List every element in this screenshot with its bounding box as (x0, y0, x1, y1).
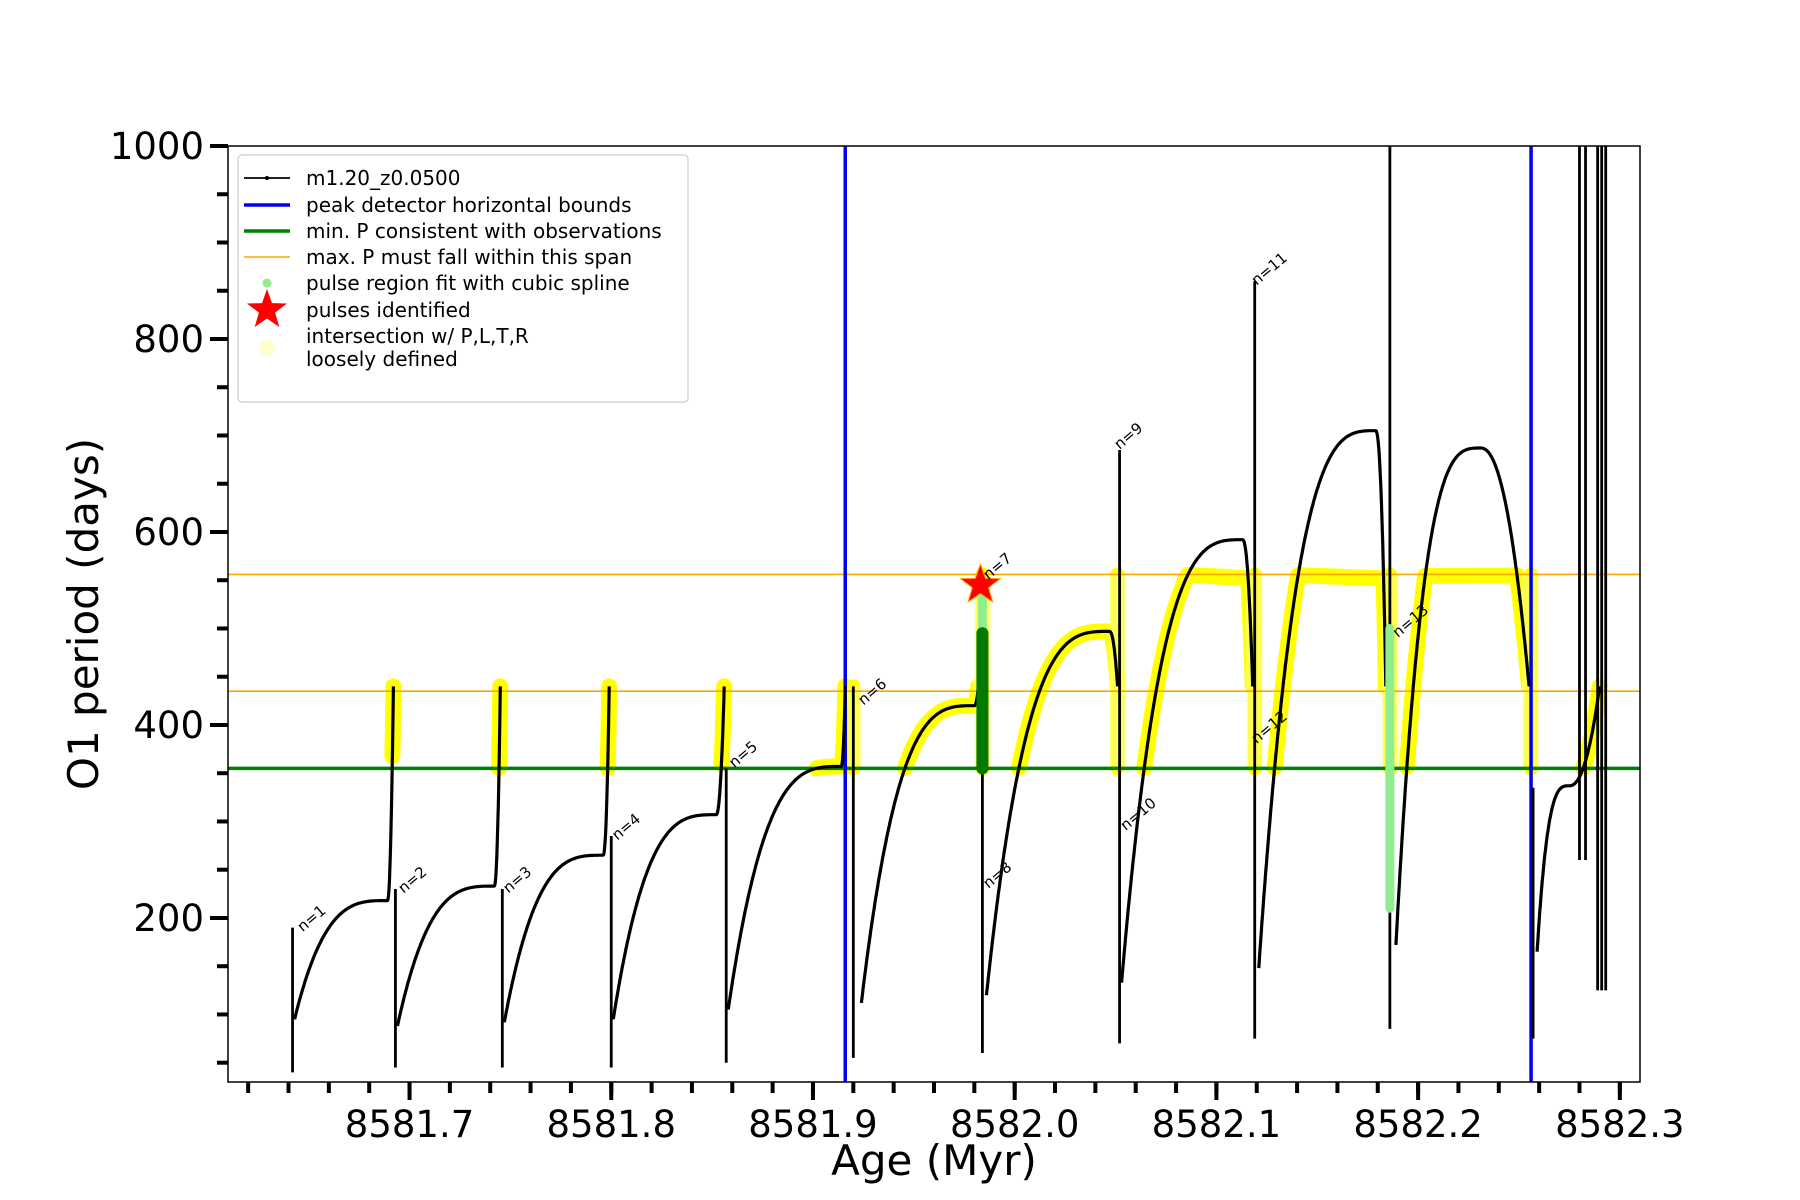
series-segment-8 (1120, 538, 1255, 983)
intersection-band-6 (897, 678, 987, 777)
y-tick-label-1: 200 (133, 897, 204, 940)
pulse-identified-star-1 (958, 562, 1002, 604)
x-axis-label: Age (Myr) (831, 1136, 1037, 1185)
legend-label-4: max. P must fall within this span (306, 245, 632, 269)
series-segment-5 (726, 686, 847, 1010)
pulse-label-1: n=1 (294, 901, 330, 935)
x-tick-label-2: 8581.8 (547, 1103, 676, 1146)
pulse-label-11: n=11 (1248, 249, 1291, 289)
legend-label-7-line2: loosely defined (306, 347, 458, 371)
legend-label-7: intersection w/ P,L,T,R (306, 324, 529, 348)
y-tick-label-2: 400 (133, 704, 204, 747)
series-segment-10 (1394, 446, 1531, 946)
y-axis-label: O1 period (days) (59, 438, 108, 790)
spline-layer (976, 585, 1395, 913)
series-segment-6 (859, 686, 980, 1004)
x-tick-label-6: 8582.2 (1353, 1103, 1482, 1146)
x-tick-label-3: 8581.9 (748, 1103, 877, 1146)
legend-handle-intersection (259, 340, 275, 356)
x-tick-label-1: 8581.7 (345, 1103, 474, 1146)
pulse-label-8: n=8 (979, 858, 1015, 892)
axes-layer: 200 400 600 800 1000 8581.7 8581.8 8581.9 8582.0… (110, 125, 1685, 1146)
y-tick-label-3: 600 (133, 511, 204, 554)
legend-label-2: peak detector horizontal bounds (306, 193, 632, 217)
pulse-label-9: n=9 (1111, 419, 1147, 453)
y-tick-label-5: 1000 (110, 125, 204, 168)
legend-label-5: pulse region fit with cubic spline (306, 271, 630, 295)
series-segment-11 (1535, 686, 1602, 952)
legend-handle-star (247, 289, 287, 327)
intersection-band-10 (1398, 567, 1538, 775)
legend-label-3: min. P consistent with observations (306, 219, 662, 243)
intersection-band-7 (1010, 623, 1126, 776)
x-tick-label-7: 8582.3 (1555, 1103, 1684, 1146)
plot-area: n=1n=2 n=3n=4n=5n=6n=7n=8n=9n=10n=11n=12n… (227, 145, 1641, 1083)
pulse-label-2: n=2 (394, 863, 430, 897)
legend-frame (237, 154, 689, 403)
pulse-label-4: n=4 (608, 810, 644, 844)
series-segment-9 (1257, 429, 1388, 969)
series-segment-1 (293, 686, 395, 1020)
legend-handle-model-dot (265, 176, 269, 180)
y-tick-label-4: 800 (133, 318, 204, 361)
series-segment-3 (502, 686, 611, 1023)
legend-handle-spline (262, 278, 272, 288)
series-segment-2 (395, 686, 502, 1027)
intersection-band-9 (1266, 567, 1394, 776)
x-tick-label-5: 8582.1 (1152, 1103, 1281, 1146)
pulse-label-3: n=3 (499, 863, 535, 897)
legend-label-6: pulses identified (306, 298, 471, 322)
star-layer (958, 562, 1002, 604)
reference-lines-layer (228, 146, 1640, 1082)
series-segment-4 (611, 686, 726, 1020)
x-tick-label-4: 8582.0 (950, 1103, 1079, 1146)
intersection-band-5 (808, 678, 854, 777)
legend-label-1: m1.20_z0.0500 (306, 166, 461, 190)
pulse-label-5: n=5 (725, 737, 761, 771)
series-segment-7 (984, 629, 1120, 996)
